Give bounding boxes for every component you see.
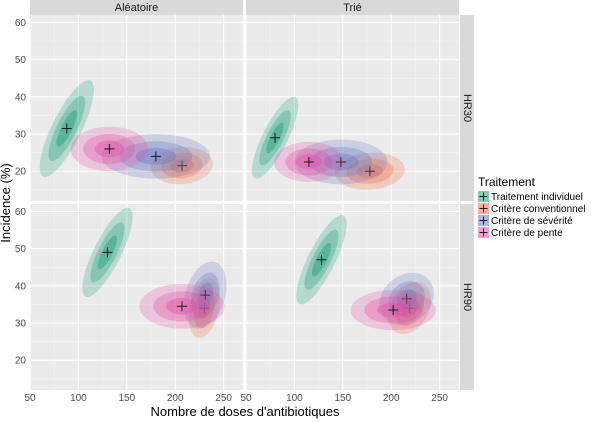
- series-group: [39, 80, 347, 305]
- centroid-marker: [61, 123, 72, 134]
- centroid-marker: [404, 303, 415, 314]
- y-tick-label: 20: [15, 167, 27, 178]
- centroid-marker: [401, 293, 412, 304]
- strip-label: Trié: [343, 2, 362, 14]
- legend-label: Critère de sévérité: [491, 216, 573, 227]
- strip-background: [460, 204, 474, 390]
- x-tick-label: 200: [167, 393, 184, 404]
- facet-strip-row: HR90: [460, 204, 474, 390]
- facet-strip-column: Trié: [246, 0, 459, 15]
- y-tick-label: 50: [15, 55, 27, 66]
- y-tick-label: 20: [15, 356, 27, 367]
- x-axis-title: Nombre de doses d'antibiotiques: [151, 404, 340, 419]
- centroid-marker: [102, 247, 113, 258]
- facet-panel: [245, 204, 459, 390]
- centroid-marker: [177, 301, 188, 312]
- centroid-marker: [388, 305, 399, 316]
- legend-key-cross: [479, 216, 488, 225]
- strip-background: [460, 15, 474, 201]
- legend-item: Critère conventionnel: [478, 203, 586, 215]
- y-tick-label: 40: [15, 92, 27, 103]
- centroid-marker: [364, 166, 375, 177]
- x-tick-label: 100: [286, 393, 303, 404]
- x-tick-label: 50: [24, 393, 36, 404]
- y-tick-label: 60: [15, 18, 27, 29]
- x-tick-label: 250: [431, 393, 448, 404]
- y-tick-label: 50: [15, 244, 27, 255]
- legend-item: Critère de pente: [478, 227, 563, 239]
- strip-background: [246, 0, 459, 15]
- panel-background: [246, 204, 459, 390]
- centroid-marker: [270, 132, 281, 143]
- centroid-marker: [104, 143, 115, 154]
- legend-title: Traitement: [478, 175, 536, 189]
- panel-background: [30, 204, 243, 390]
- centroid-marker: [199, 303, 210, 314]
- y-tick-label: 60: [15, 207, 27, 218]
- legend-key-cross: [479, 228, 488, 237]
- panel-background: [246, 15, 459, 201]
- facet-panel: [245, 15, 459, 201]
- series-group: [151, 147, 431, 338]
- x-tick-label: 150: [118, 393, 135, 404]
- strip-label: HR90: [461, 283, 473, 311]
- panel-background: [30, 15, 243, 201]
- series-group: [101, 134, 434, 329]
- facet-panel: [29, 15, 243, 201]
- x-tick-label: 200: [383, 393, 400, 404]
- legend-item: Traitement individuel: [478, 191, 583, 203]
- x-tick-label: 150: [334, 393, 351, 404]
- facet-panel: [29, 204, 243, 390]
- strip-label: HR30: [461, 94, 473, 122]
- strip-label: Aléatoire: [115, 2, 158, 14]
- x-tick-label: 250: [215, 393, 232, 404]
- y-tick-label: 30: [15, 319, 27, 330]
- legend-key-cross: [479, 204, 488, 213]
- centroid-marker: [335, 156, 346, 167]
- centroid-marker: [303, 156, 314, 167]
- facet-strip-row: HR30: [460, 15, 474, 201]
- centroid-marker: [200, 290, 211, 301]
- legend-label: Critère de pente: [491, 228, 563, 239]
- facet-strip-column: Aléatoire: [30, 0, 243, 15]
- legend-item: Critère de sévérité: [478, 215, 573, 227]
- centroid-marker: [177, 160, 188, 171]
- series-group: [70, 126, 436, 331]
- x-tick-label: 100: [70, 393, 87, 404]
- centroid-marker: [316, 254, 327, 265]
- legend-label: Critère conventionnel: [491, 204, 586, 215]
- x-tick-label: 50: [240, 393, 252, 404]
- legend-label: Traitement individuel: [491, 192, 583, 203]
- centroid-marker: [150, 151, 161, 162]
- strip-background: [30, 0, 243, 15]
- y-tick-label: 30: [15, 130, 27, 141]
- y-tick-label: 40: [15, 281, 27, 292]
- legend-key-cross: [479, 192, 488, 201]
- y-axis-title: Incidence (%): [0, 163, 13, 242]
